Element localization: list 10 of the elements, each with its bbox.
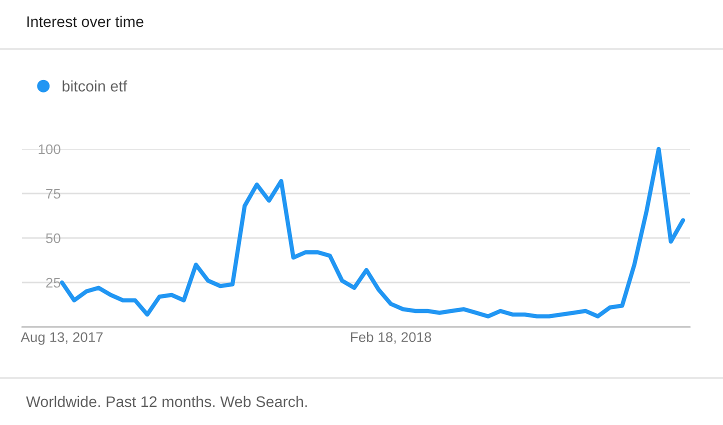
chart-title: Interest over time	[27, 16, 144, 28]
y-tick-label: 25	[46, 278, 60, 288]
legend-label: bitcoin etf	[62, 80, 128, 92]
y-tick-label: 75	[46, 188, 60, 199]
text: Worldwide. Past 12 months. Web Search.	[26, 396, 307, 408]
line-series	[60, 146, 686, 318]
y-tick-label: 100	[38, 144, 60, 154]
x-tick-label: Aug 13, 2017	[20, 332, 103, 345]
y-tick-label: 50	[46, 233, 60, 244]
x-tick-label: Feb 18, 2018	[351, 332, 432, 344]
